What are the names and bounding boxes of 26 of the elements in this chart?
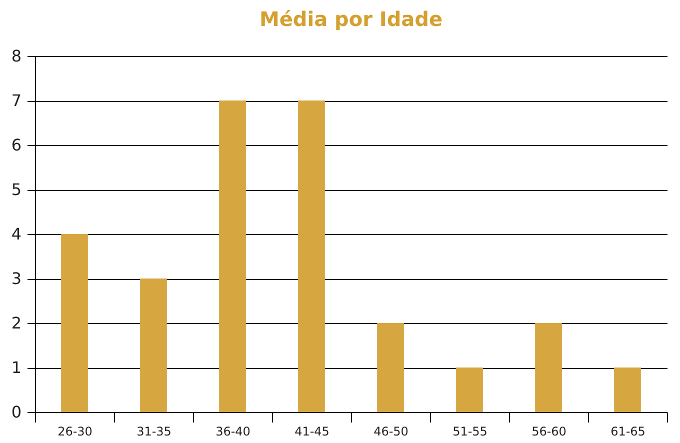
x-tick-label: 61-65 [610, 424, 646, 438]
x-tick-label: 31-35 [136, 424, 172, 438]
x-tick-label: 56-60 [532, 424, 566, 438]
y-tick-label: 5 [11, 180, 22, 199]
chart-title: Média por Idade [259, 7, 443, 31]
y-tick-label: 0 [11, 402, 22, 422]
bar [614, 368, 641, 412]
y-tick-label: 8 [11, 46, 22, 66]
x-tick-label: 36-40 [216, 424, 250, 438]
y-tick-label: 2 [11, 314, 22, 332]
y-tick-label: 1 [11, 358, 22, 377]
x-tick-label: 51-55 [452, 424, 488, 438]
bar [298, 100, 325, 412]
y-tick-label: 6 [11, 136, 22, 154]
bar [219, 100, 246, 412]
bar [535, 323, 562, 412]
y-tick-label: 3 [11, 269, 22, 288]
x-tick-label: 26-30 [58, 424, 92, 438]
y-tick-label: 7 [11, 91, 22, 110]
y-tick-label: 4 [11, 224, 22, 244]
bar [61, 234, 88, 412]
x-tick-label: 41-45 [294, 424, 330, 438]
bar [377, 323, 404, 412]
bar [456, 368, 483, 412]
x-tick-label: 46-50 [374, 424, 408, 438]
bar [140, 278, 167, 412]
